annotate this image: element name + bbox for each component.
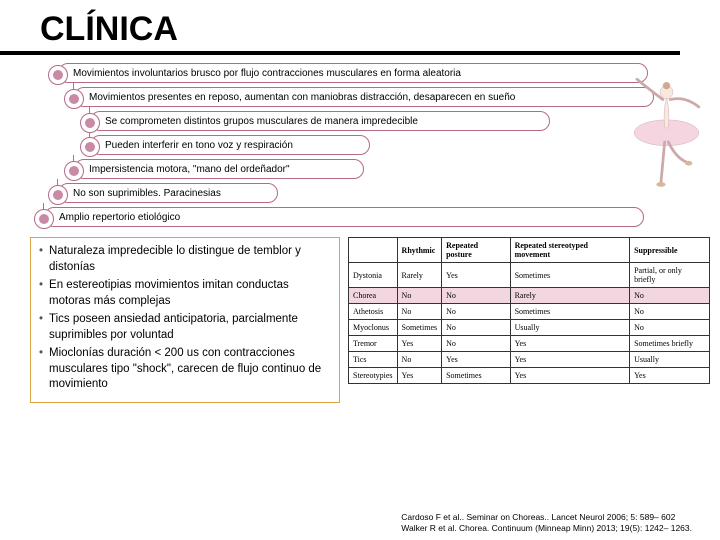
note-text: Tics poseen ansiedad anticipatoria, parc…: [49, 312, 331, 343]
table-row: TremorYesNoYesSometimes briefly: [349, 336, 710, 352]
table-cell: Yes: [630, 368, 710, 384]
table-cell: Rarely: [510, 288, 629, 304]
table-cell: No: [442, 304, 510, 320]
table-cell: Sometimes briefly: [630, 336, 710, 352]
lower-section: •Naturaleza impredecible lo distingue de…: [0, 237, 720, 403]
bullet-dot-icon: •: [39, 244, 43, 275]
pill-item: Pueden interferir en tono voz y respirac…: [90, 135, 370, 155]
pill-item: Movimientos presentes en reposo, aumenta…: [74, 87, 654, 107]
table-cell: Sometimes: [397, 320, 442, 336]
table-cell: Yes: [510, 352, 629, 368]
table-cell: Stereotypies: [349, 368, 398, 384]
table-header-cell: Repeated stereotyped movement: [510, 238, 629, 263]
table-cell: No: [397, 304, 442, 320]
table-cell: Yes: [397, 368, 442, 384]
table-header-cell: Rhythmic: [397, 238, 442, 263]
comparison-table: RhythmicRepeated postureRepeated stereot…: [348, 237, 710, 384]
table-cell: Yes: [510, 368, 629, 384]
table-header-row: RhythmicRepeated postureRepeated stereot…: [349, 238, 710, 263]
citation: Cardoso F et al.. Seminar on Choreas.. L…: [401, 512, 692, 534]
citation-line-2: Walker R et al. Chorea. Continuum (Minne…: [401, 523, 692, 534]
pill-row: Amplio repertorio etiológico: [34, 207, 720, 227]
table-cell: No: [397, 352, 442, 368]
table-cell: Usually: [630, 352, 710, 368]
table-cell: No: [630, 304, 710, 320]
table-cell: Sometimes: [510, 304, 629, 320]
note-text: Mioclonías duración < 200 us con contrac…: [49, 346, 331, 393]
citation-line-1: Cardoso F et al.. Seminar on Choreas.. L…: [401, 512, 692, 523]
table-header-cell: Repeated posture: [442, 238, 510, 263]
table-row: ChoreaNoNoRarelyNo: [349, 288, 710, 304]
pill-item: No son suprimibles. Paracinesias: [58, 183, 278, 203]
table-cell: Myoclonus: [349, 320, 398, 336]
pill-item: Se comprometen distintos grupos muscular…: [90, 111, 550, 131]
table-cell: Chorea: [349, 288, 398, 304]
table-cell: Tremor: [349, 336, 398, 352]
table-cell: Yes: [397, 336, 442, 352]
note-item: •Naturaleza impredecible lo distingue de…: [39, 244, 331, 275]
table-row: AthetosisNoNoSometimesNo: [349, 304, 710, 320]
table-cell: No: [630, 320, 710, 336]
bullet-dot-icon: •: [39, 312, 43, 343]
table-header-cell: [349, 238, 398, 263]
note-item: •Mioclonías duración < 200 us con contra…: [39, 346, 331, 393]
table-cell: Yes: [510, 336, 629, 352]
table-cell: Yes: [442, 352, 510, 368]
notes-box: •Naturaleza impredecible lo distingue de…: [30, 237, 340, 403]
note-text: Naturaleza impredecible lo distingue de …: [49, 244, 331, 275]
table-row: MyoclonusSometimesNoUsuallyNo: [349, 320, 710, 336]
table-cell: Usually: [510, 320, 629, 336]
bullet-dot: [64, 89, 84, 109]
bullet-dot: [48, 185, 68, 205]
table-cell: No: [397, 288, 442, 304]
table-cell: No: [442, 336, 510, 352]
table-cell: Partial, or only briefly: [630, 263, 710, 288]
table-cell: Rarely: [397, 263, 442, 288]
table-header-cell: Suppressible: [630, 238, 710, 263]
table-cell: No: [630, 288, 710, 304]
pill-item: Amplio repertorio etiológico: [44, 207, 644, 227]
table-cell: Sometimes: [510, 263, 629, 288]
bullet-dot: [80, 113, 100, 133]
comparison-table-wrap: RhythmicRepeated postureRepeated stereot…: [348, 237, 710, 403]
note-item: •En estereotipias movimientos imitan con…: [39, 278, 331, 309]
ballerina-illustration: [619, 70, 714, 190]
table-row: TicsNoYesYesUsually: [349, 352, 710, 368]
note-text: En estereotipias movimientos imitan cond…: [49, 278, 331, 309]
table-cell: Athetosis: [349, 304, 398, 320]
page-title: CLÍNICA: [0, 0, 680, 55]
bullet-dot: [80, 137, 100, 157]
table-row: StereotypiesYesSometimesYesYes: [349, 368, 710, 384]
pill-list: Movimientos involuntarios brusco por flu…: [0, 63, 720, 227]
table-cell: No: [442, 320, 510, 336]
table-cell: No: [442, 288, 510, 304]
bullet-dot: [64, 161, 84, 181]
bullet-dot-icon: •: [39, 346, 43, 393]
bullet-dot: [48, 65, 68, 85]
bullet-dot: [34, 209, 54, 229]
table-cell: Yes: [442, 263, 510, 288]
table-row: DystoniaRarelyYesSometimesPartial, or on…: [349, 263, 710, 288]
table-cell: Tics: [349, 352, 398, 368]
pill-item: Impersistencia motora, "mano del ordeñad…: [74, 159, 364, 179]
table-cell: Sometimes: [442, 368, 510, 384]
note-item: •Tics poseen ansiedad anticipatoria, par…: [39, 312, 331, 343]
pill-item: Movimientos involuntarios brusco por flu…: [58, 63, 648, 83]
table-cell: Dystonia: [349, 263, 398, 288]
bullet-dot-icon: •: [39, 278, 43, 309]
